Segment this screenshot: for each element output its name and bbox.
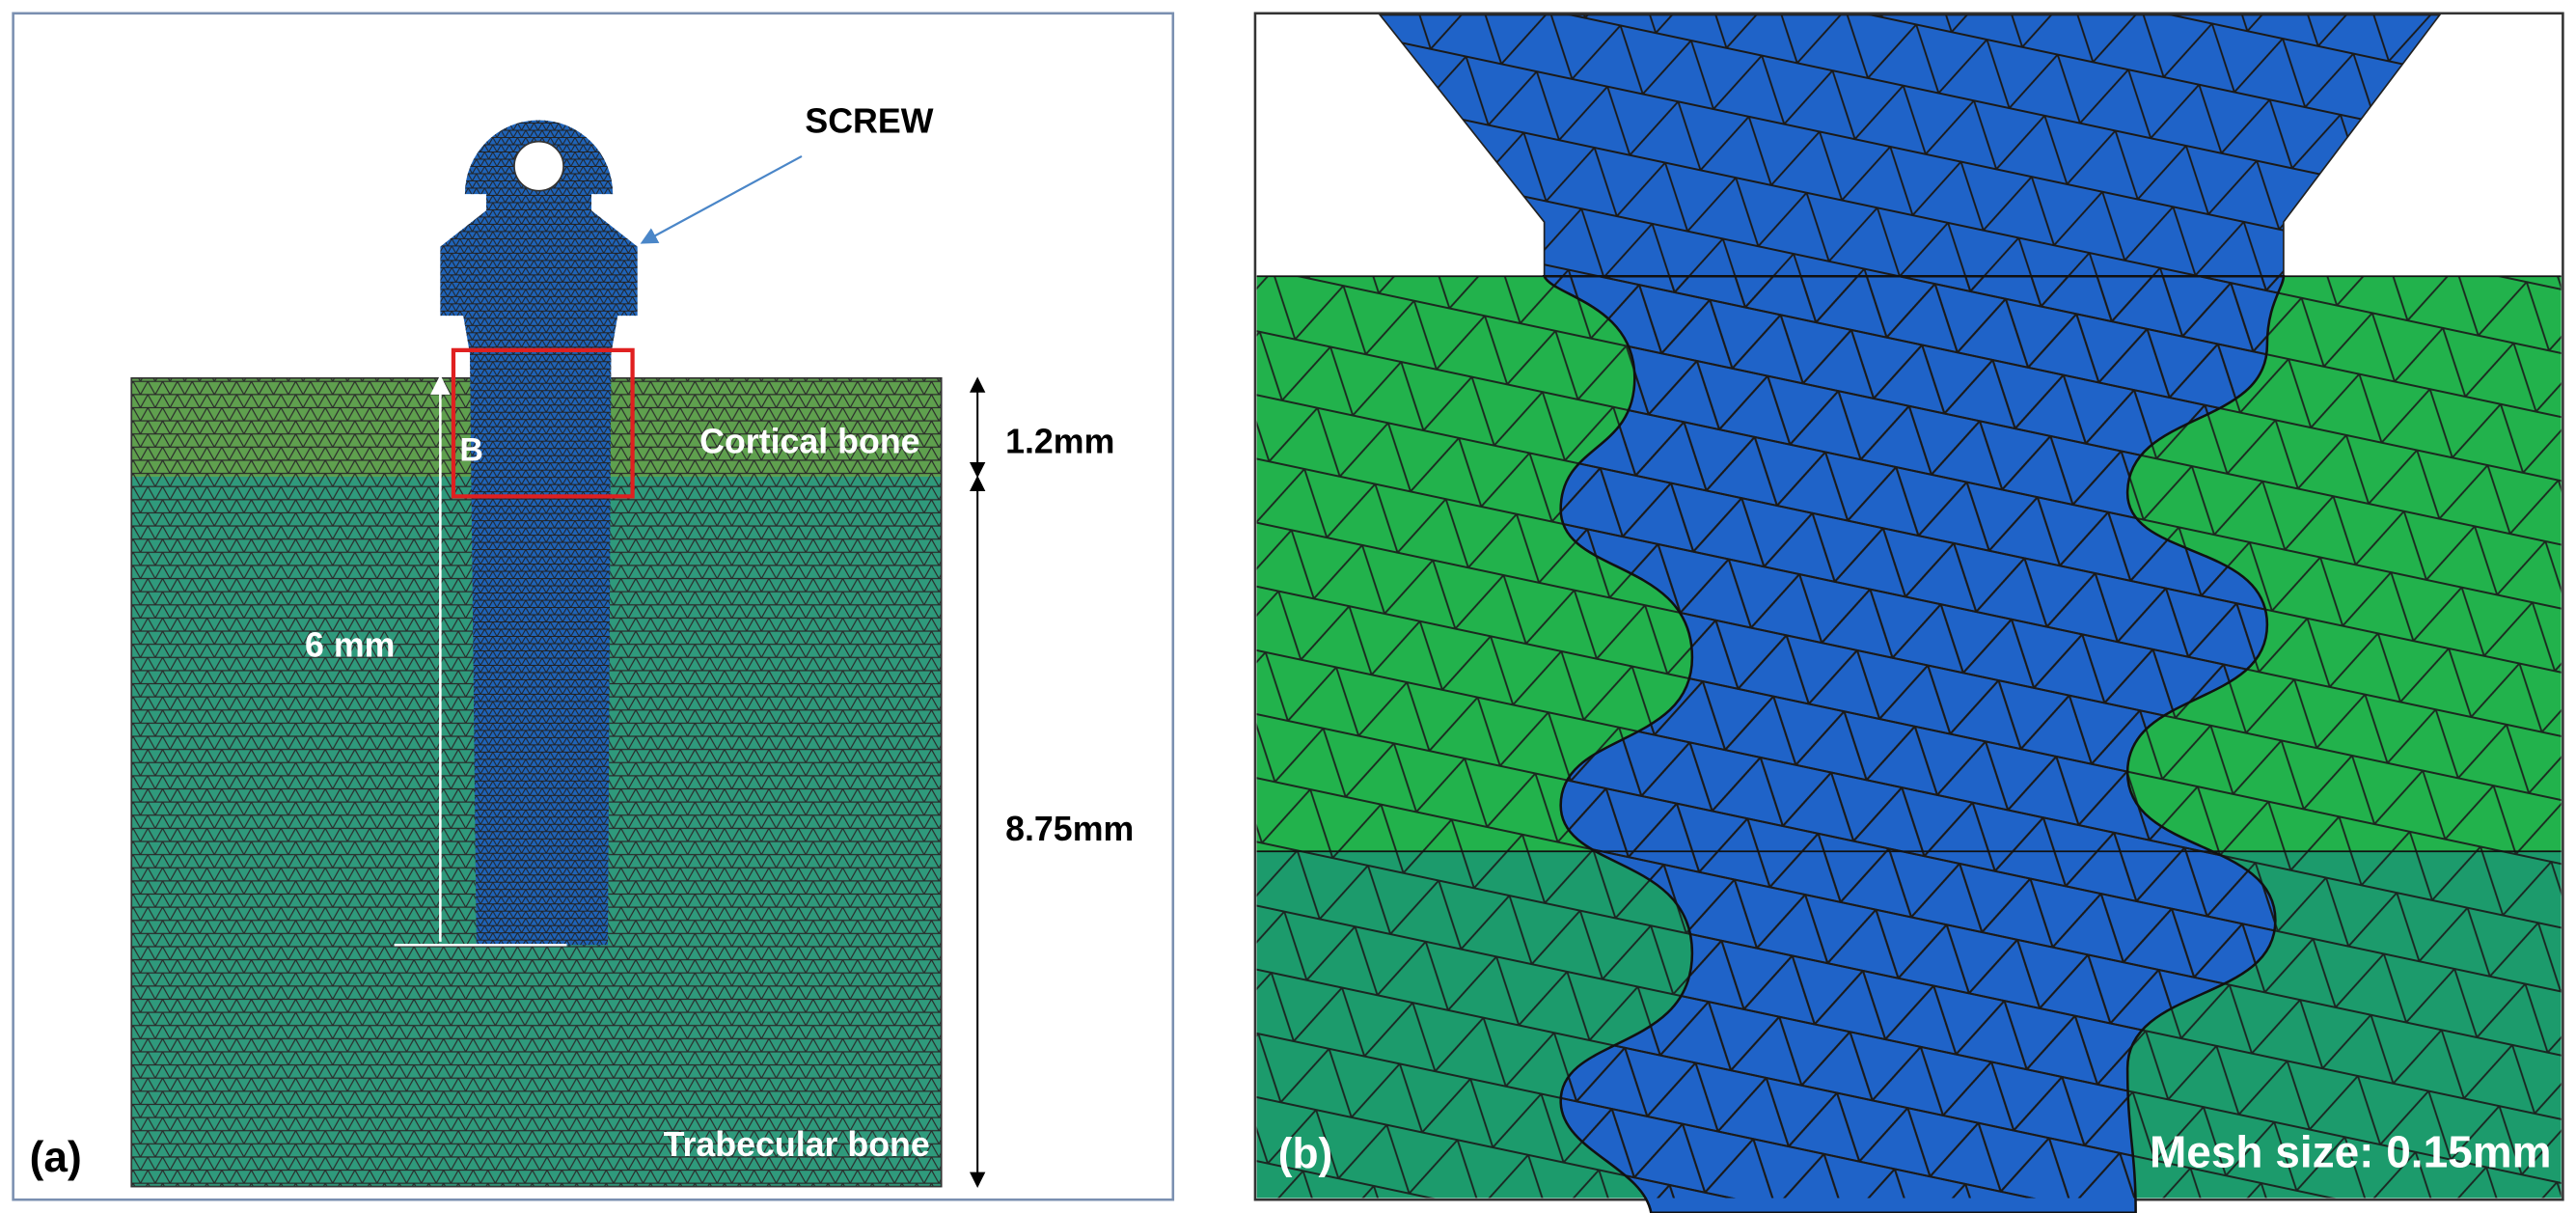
screw-hole [513,140,564,192]
head-mesh [1380,14,2440,277]
screw-pointer [640,154,803,244]
bone-mesh [1256,276,2562,1199]
detail-box [451,347,635,499]
screw-label: SCREW [805,101,933,140]
panel-b-label: (b) [1278,1131,1333,1178]
depth-label: 6 mm [305,626,395,665]
trabecular-label: Trabecular bone [664,1125,930,1164]
trabecular-thickness: 8.75mm [1005,810,1134,848]
detail-label: B [459,431,483,468]
panel-a-label: (a) [30,1134,82,1181]
cortical-thickness: 1.2mm [1005,422,1114,460]
mesh-size-label: Mesh size: 0.15mm [2150,1126,2551,1176]
cortical-label: Cortical bone [699,422,919,460]
